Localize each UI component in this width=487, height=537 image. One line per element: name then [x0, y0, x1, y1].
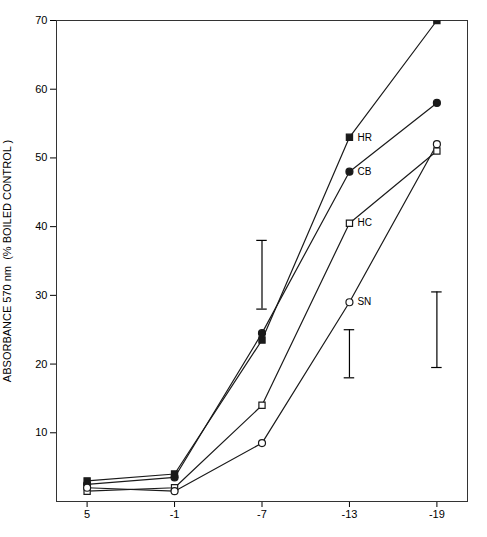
svg-text:50: 50: [35, 151, 47, 163]
svg-text:SN: SN: [357, 296, 371, 307]
svg-text:30: 30: [35, 289, 47, 301]
svg-text:HC: HC: [357, 217, 371, 228]
svg-text:-1: -1: [170, 508, 180, 520]
svg-text:5: 5: [84, 508, 90, 520]
svg-text:HR: HR: [357, 132, 371, 143]
svg-text:40: 40: [35, 220, 47, 232]
svg-text:CB: CB: [357, 166, 371, 177]
svg-text:70: 70: [35, 14, 47, 26]
svg-text:-19: -19: [429, 508, 445, 520]
svg-text:-7: -7: [257, 508, 267, 520]
svg-text:60: 60: [35, 83, 47, 95]
svg-text:10: 10: [35, 426, 47, 438]
svg-text:ABSORBANCE 570 nm (% BOILED C: ABSORBANCE 570 nm (% BOILED CONTROL ): [1, 140, 13, 382]
svg-text:20: 20: [35, 358, 47, 370]
svg-text:-13: -13: [341, 508, 357, 520]
